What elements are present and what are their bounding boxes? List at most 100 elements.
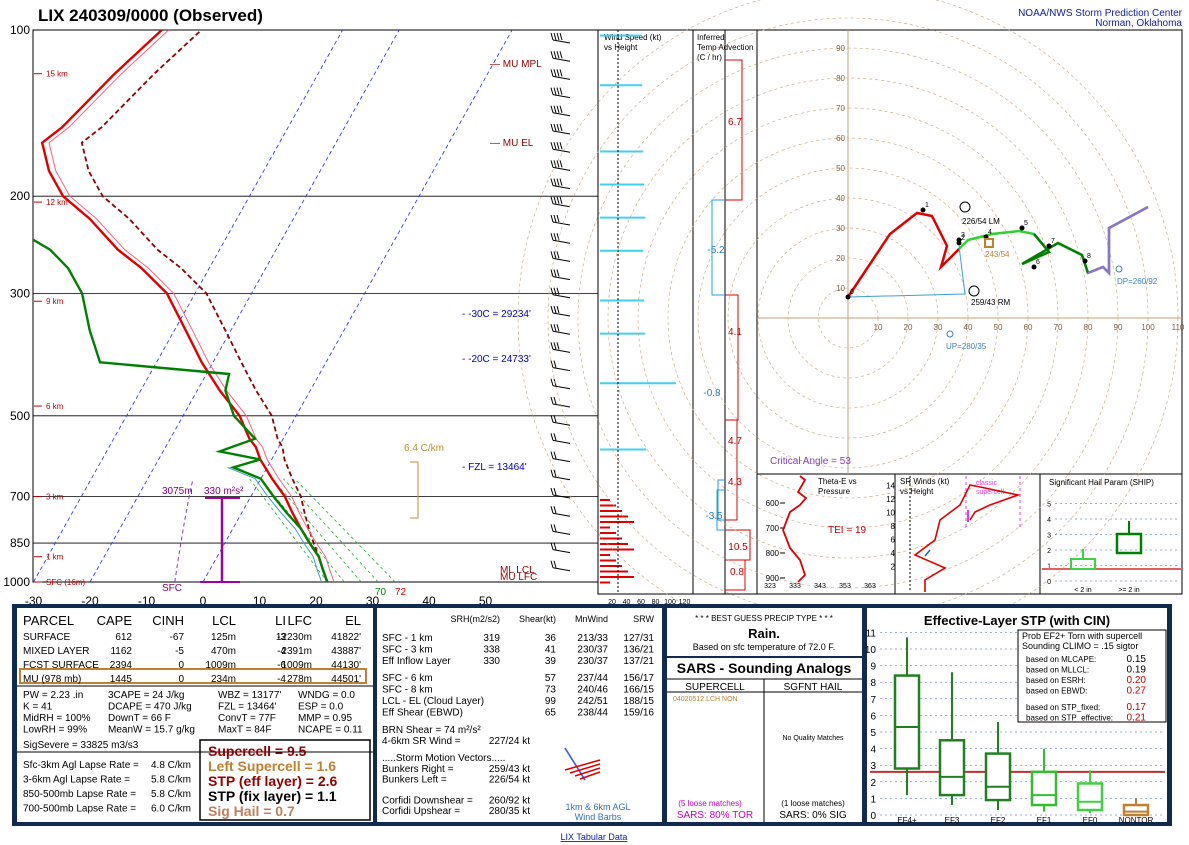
srwind-plot: SR Winds (kt)vs Height 2 4 6 8 10 12 14 classic s…: [886, 476, 1021, 592]
wind-barb: [550, 524, 571, 535]
wind-barb-flag: [553, 451, 557, 459]
thetae-tick-label: 600: [766, 499, 780, 508]
figure-title: LIX 240309/0000 (Observed): [38, 6, 263, 25]
sr-wind-label: 4-6km SR Wind =: [382, 736, 461, 747]
agl-wind-barbs: [564, 747, 601, 781]
parcel-cell: FCST SURFACE: [23, 660, 99, 671]
wind-barb-flag: [553, 214, 557, 223]
tempadv-label: -3.5: [705, 511, 723, 522]
wind-barb-staff: [552, 530, 571, 535]
stp-prob-value: 0.20: [1127, 675, 1147, 686]
wind-barb-flag: [556, 142, 560, 150]
mixing-ratio-line: [294, 478, 396, 582]
parcel-cell: -6: [277, 660, 286, 671]
wind-barb: [550, 51, 571, 62]
wind-barb: [550, 178, 571, 190]
parcel-cell: 1009m: [281, 660, 312, 671]
ship-plot: Significant Hail Param (SHIP) 0 1 2 3 4 5 < 2 i…: [1042, 478, 1182, 594]
wind-barb-staff: [552, 239, 571, 244]
hodograph-point: [845, 294, 851, 300]
annotation-fzl: - FZL = 13464': [462, 462, 527, 473]
wind-barb-flag: [559, 87, 563, 95]
wind-barb-flag: [556, 87, 560, 95]
tempadv-bar: [711, 199, 725, 296]
hodograph-point: [1019, 225, 1025, 231]
annotation-height: 3075m: [162, 486, 193, 497]
hodograph-point-label: 1: [925, 202, 929, 209]
wind-barb: [550, 123, 571, 135]
kinematics-cell: 65: [545, 708, 557, 719]
thetae-tick-label: 333: [789, 583, 801, 590]
hodograph-point-label: 6: [1036, 259, 1040, 266]
up-marker: [946, 330, 954, 338]
wind-barb-staff: [552, 476, 571, 481]
wind-barb-flag: [553, 542, 557, 550]
tempadv-title: Inferred: [697, 33, 725, 42]
height-tick-label: 12 km: [46, 198, 68, 207]
parcel-cell: 0: [178, 660, 184, 671]
wind-barb: [550, 69, 571, 80]
parcel-cell: 43887': [331, 646, 361, 657]
sars-loose: (1 loose matches): [781, 799, 845, 808]
srwind-tick-label: 12: [886, 495, 895, 504]
tempadv-bar: [716, 489, 725, 531]
wind-barb-flag: [550, 105, 554, 113]
wind-barb: [550, 142, 571, 153]
parcel-cell: MU (978 mb): [23, 674, 81, 685]
srwind-title: SR Winds (kt): [900, 477, 950, 486]
lapse-rate-label: 3-6km Agl Lapse Rate =: [23, 775, 130, 786]
annotation-sfc: SFC: [162, 583, 182, 594]
sars-supercell-header: SUPERCELL: [685, 682, 745, 693]
tabular-data-link[interactable]: LIX Tabular Data: [561, 832, 628, 842]
tempadv-title: (C / hr): [697, 53, 722, 62]
stp-tick-label: 8: [870, 678, 876, 689]
pressure-tick-label: 500: [10, 409, 30, 423]
thetae-tick-label: 700: [766, 524, 780, 533]
wind-barb-flag: [556, 51, 560, 59]
kinematics-cell: 166/15: [623, 685, 654, 696]
hodograph-plot: 10 20 30 40 50 60 70 80 90 100 1101020304050607080…: [517, 0, 1185, 649]
wind-barb-flag: [559, 105, 563, 113]
parcel-cell: 41822': [331, 632, 361, 643]
wind-barb-flag: [553, 69, 557, 77]
stp-tick-label: 2: [870, 778, 876, 789]
stp-category: EF4+: [897, 816, 917, 825]
windspeed-frame: [597, 29, 694, 595]
critical-angle: Critical Angle = 53: [770, 456, 851, 467]
wind-barb-staff: [552, 276, 571, 281]
agl-barb-label: 1km & 6km AGL: [565, 802, 630, 812]
wind-barb-flag: [553, 160, 557, 168]
agl-barb-label: Wind Barbs: [575, 812, 622, 822]
kinematics-cell: 238/44: [577, 708, 608, 719]
sars-tor: SARS: 80% TOR: [677, 810, 753, 821]
hodograph-tick-label: 20: [836, 254, 845, 263]
wind-barb-flag: [556, 214, 560, 223]
wind-barb-flag: [553, 51, 557, 59]
bunkers-left-marker: [959, 201, 971, 213]
pressure-tick-label: 700: [10, 489, 30, 503]
wind-barb-flag: [553, 469, 557, 477]
wind-barb-flag: [556, 160, 560, 168]
hodograph-frame: [756, 29, 1183, 475]
annotation-lfc: MU LFC: [500, 572, 537, 583]
isotherm: [202, 30, 513, 582]
wind-barb-flag: [550, 142, 554, 150]
precip-note: Based on sfc temperature of 72.0 F.: [693, 642, 836, 652]
windspeed-title: Wind Speed (kt): [604, 33, 662, 42]
hodograph-tick-label: 10: [836, 284, 845, 293]
thetae-title: Theta-E vs: [818, 477, 857, 486]
dp-marker: [1115, 265, 1123, 273]
wind-barb-staff: [552, 494, 571, 499]
wind-barb-flag: [553, 487, 557, 496]
wind-barb-staff: [552, 512, 571, 517]
wind-barb-staff: [552, 312, 571, 317]
srwind-tick-label: 10: [886, 509, 895, 518]
tempadv-label: 4.7: [728, 436, 742, 447]
wind-barb-flag: [556, 69, 560, 77]
wind-barb-flag: [553, 142, 557, 150]
pressure-tick-label: 300: [10, 286, 30, 300]
wind-barb-flag: [553, 360, 557, 368]
ship-category: < 2 in: [1074, 587, 1091, 594]
parcel-header: LFC: [287, 613, 312, 628]
org-location: Norman, Oklahoma: [1095, 18, 1182, 29]
